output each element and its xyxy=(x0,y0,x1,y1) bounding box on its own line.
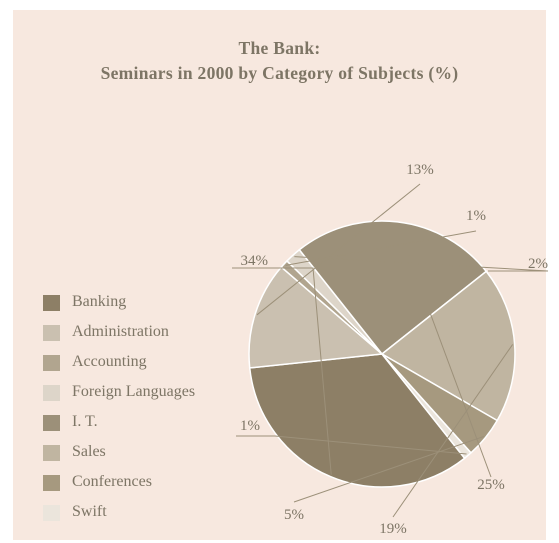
legend-label: I. T. xyxy=(72,413,98,430)
slice-label: 34% xyxy=(241,253,269,269)
legend-swatch xyxy=(43,415,60,431)
chart-title-line-2: Seminars in 2000 by Category of Subjects… xyxy=(100,63,459,83)
legend-label: Swift xyxy=(72,503,107,520)
slice-labels: 34% 13% 1% 2% 25% 19% 5% 1% xyxy=(240,162,548,537)
chart-title: The Bank: Seminars in 2000 by Category o… xyxy=(13,36,546,86)
slice-label: 5% xyxy=(284,507,304,523)
pie-slice-sales xyxy=(380,270,516,422)
legend-swatch xyxy=(43,385,60,401)
legend-label: Banking xyxy=(72,293,127,310)
leader-line xyxy=(293,435,484,503)
legend-swatch xyxy=(43,445,60,461)
slice-label: 13% xyxy=(406,162,434,178)
legend-swatch xyxy=(43,325,60,341)
legend-label: Foreign Languages xyxy=(72,383,196,400)
leader-line xyxy=(285,230,477,266)
pie-slice-swift xyxy=(381,353,473,460)
legend-label: Conferences xyxy=(72,473,152,490)
legend-label: Sales xyxy=(72,443,106,460)
slice-label: 1% xyxy=(466,208,486,224)
legend-label: Accounting xyxy=(72,353,147,370)
leader-line xyxy=(294,256,549,272)
leader-line xyxy=(392,344,514,518)
legend-swatch xyxy=(43,355,60,371)
leader-lines xyxy=(232,183,549,518)
pie-slice-administration xyxy=(248,266,384,369)
slice-label: 2% xyxy=(528,256,548,272)
leader-line xyxy=(236,435,467,455)
legend-swatch xyxy=(43,505,60,521)
slice-label: 19% xyxy=(379,521,407,537)
leader-line xyxy=(256,183,421,316)
pie-slice-banking xyxy=(248,353,466,488)
chart-title-line-1: The Bank: xyxy=(238,38,321,58)
leader-line xyxy=(232,267,332,475)
slice-label: 1% xyxy=(240,418,260,434)
legend-swatch xyxy=(43,295,60,311)
pie-slices xyxy=(248,220,516,488)
legend-swatch xyxy=(43,475,60,491)
legend-label: Administration xyxy=(72,323,169,340)
slice-label: 25% xyxy=(477,477,505,493)
leader-line xyxy=(396,223,492,478)
